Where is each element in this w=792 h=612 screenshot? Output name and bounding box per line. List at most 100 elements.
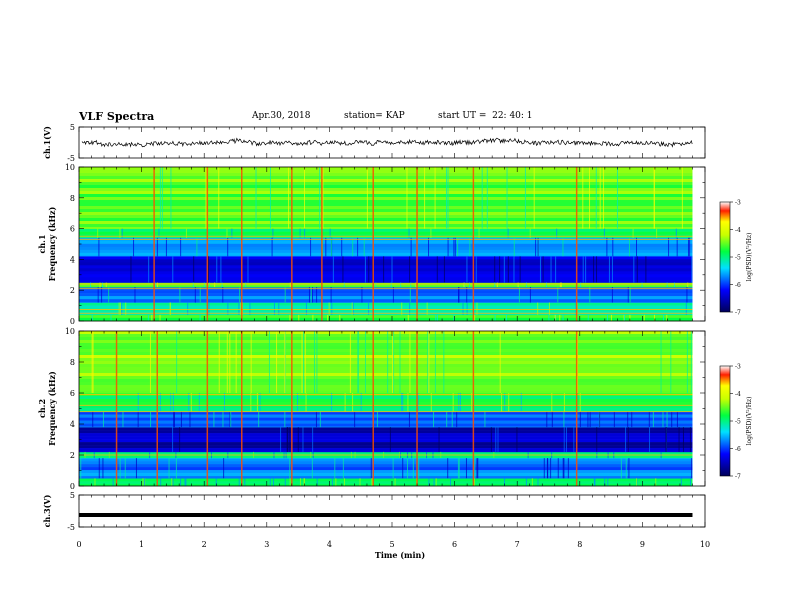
ch2-spectrogram-band-5 <box>79 399 693 403</box>
ch1-spectrogram-speckle <box>474 314 476 321</box>
ch2-spectrogram-speckle <box>665 427 667 452</box>
ch1-spectrogram-speckle <box>304 228 306 238</box>
ch2-spectrogram-band-1 <box>79 470 693 474</box>
x-tick-label: 3 <box>264 540 269 549</box>
ch2-spectrogram-speckle <box>305 393 307 412</box>
ch2-spectrogram-speckle <box>218 331 220 393</box>
chart-date: Apr.30, 2018 <box>252 111 311 121</box>
ch2-spectrogram-speckle <box>112 478 114 486</box>
ch1-spectrogram-speckle <box>240 302 242 315</box>
ch2-spectrogram-speckle <box>593 478 595 486</box>
ch1-spectrogram-speckle <box>102 282 104 288</box>
ch2-spectrogram-speckle <box>159 393 161 412</box>
ch1-spectrogram-impulses <box>153 167 578 321</box>
ch2-spectrogram-band-6 <box>79 364 693 368</box>
ch2-spectrogram-speckle <box>360 393 362 412</box>
ch1-spectrogram-speckle <box>226 228 228 238</box>
ch2-spectrogram-band-0 <box>79 481 693 485</box>
ch2-spectrogram-speckle <box>119 458 121 479</box>
ch1-spectrogram-speckle <box>156 237 158 257</box>
ch1-spectrogram-speckle <box>220 256 222 283</box>
ch1-spectrogram-speckle <box>469 237 471 257</box>
ch2-spectrogram-band-6 <box>79 367 693 371</box>
ch1-spectrogram-colorbar-scale <box>719 201 731 313</box>
y-tick-label: 2 <box>70 286 75 295</box>
ch1-spectrogram-speckle <box>673 282 675 288</box>
ch2-spectrogram-speckle <box>689 427 691 452</box>
colorbar-tick-label: -4 <box>735 391 741 398</box>
ch1-spectrogram-speckle <box>542 256 544 283</box>
ch1-spectrogram-speckle <box>603 167 605 229</box>
x-tick-label: 9 <box>640 540 645 549</box>
ch1-spectrogram-speckle <box>101 287 103 303</box>
ch2-spectrogram-speckle <box>446 411 448 428</box>
ch1-spectrogram-speckle <box>322 167 324 229</box>
ch2-spectrogram-speckle <box>342 458 344 479</box>
ch1-spectrogram-speckle <box>368 302 370 315</box>
ch2-spectrogram-speckle <box>142 478 144 486</box>
ch2-spectrogram-speckle <box>501 393 503 412</box>
ch1-spectrogram-speckle <box>428 237 430 257</box>
ch2-spectrogram-speckle <box>691 458 693 479</box>
ch2-spectrogram-speckle <box>596 427 598 452</box>
ch1-waveform-ylabel: ch.1(V) <box>42 126 52 159</box>
ch1-spectrogram-speckle <box>312 314 314 321</box>
ch2-spectrogram-speckle <box>256 393 258 412</box>
ch2-spectrogram-band-6 <box>79 337 693 341</box>
ch2-spectrogram-band-6 <box>79 373 693 377</box>
ch2-spectrogram-speckle <box>666 411 668 428</box>
ch1-spectrogram-speckle <box>193 256 195 283</box>
ch2-spectrogram-speckle <box>393 331 395 393</box>
ch2-spectrogram-speckle <box>188 393 190 412</box>
ch1-spectrogram-speckle <box>172 256 174 283</box>
ch2-spectrogram-speckle <box>160 478 162 486</box>
ch1-spectrogram-band-5 <box>79 252 693 257</box>
ch1-spectrogram-band-7 <box>79 185 693 189</box>
ch2-spectrogram-speckle <box>311 458 313 479</box>
ch2-spectrogram-speckle <box>430 393 432 412</box>
ch1-spectrogram-speckle <box>196 237 198 257</box>
ch2-spectrogram-speckle <box>297 427 299 452</box>
ch1-spectrogram-speckle <box>343 282 345 288</box>
ch2-spectrogram-speckle <box>364 331 366 393</box>
ch1-spectrogram-speckle <box>535 237 537 257</box>
ch2-spectrogram-speckle <box>438 427 440 452</box>
ch2-spectrogram-speckle <box>92 411 94 428</box>
ch2-spectrogram-speckle <box>137 393 139 412</box>
ch1-spectrogram-speckle <box>453 237 455 257</box>
ch1-spectrogram-speckle <box>328 302 330 315</box>
ch1-spectrogram-speckle <box>494 314 496 321</box>
ch2-spectrogram-speckle <box>490 427 492 452</box>
ch1-spectrogram-speckle <box>557 287 559 303</box>
ch2-spectrogram-band-6 <box>79 376 693 380</box>
ch2-spectrogram-speckle <box>268 331 270 393</box>
ch1-spectrogram-band-7 <box>79 209 693 213</box>
ch2-spectrogram-speckle <box>352 393 354 412</box>
ch2-spectrogram-speckle <box>504 478 506 486</box>
ch2-spectrogram-speckle <box>175 458 177 479</box>
ch2-spectrogram-speckle <box>450 478 452 486</box>
ch2-spectrogram-speckle <box>392 331 394 393</box>
ch1-spectrogram-speckle <box>108 287 110 303</box>
colorbar-tick-label: -7 <box>735 310 741 317</box>
ch2-spectrogram-speckle <box>589 411 591 428</box>
ch2-spectrogram-speckle <box>459 393 461 412</box>
ch2-spectrogram-band-6 <box>79 349 693 353</box>
ch1-spectrogram-speckle <box>159 314 161 321</box>
ch2-spectrogram-speckle <box>92 331 94 393</box>
ch1-spectrogram-speckle <box>453 314 455 321</box>
ch1-spectrogram-speckle <box>352 237 354 257</box>
ch2-spectrogram-speckle <box>173 411 175 428</box>
ch1-spectrogram-speckle <box>529 287 531 303</box>
ch1-spectrogram-speckle <box>327 314 329 321</box>
ch2-spectrogram-speckle <box>402 458 404 479</box>
ch2-spectrogram-speckle <box>244 478 246 486</box>
ch2-spectrogram-band-1 <box>79 458 693 462</box>
ch2-spectrogram-speckle <box>135 458 137 479</box>
ch2-spectrogram-speckle <box>226 331 228 393</box>
ch2-spectrogram-band-6 <box>79 346 693 350</box>
ch1-spectrogram-speckle <box>562 314 564 321</box>
ch1-spectrogram-band-4 <box>79 268 693 272</box>
ch2-spectrogram-speckle <box>399 331 401 393</box>
ch2-spectrogram-speckle <box>520 393 522 412</box>
